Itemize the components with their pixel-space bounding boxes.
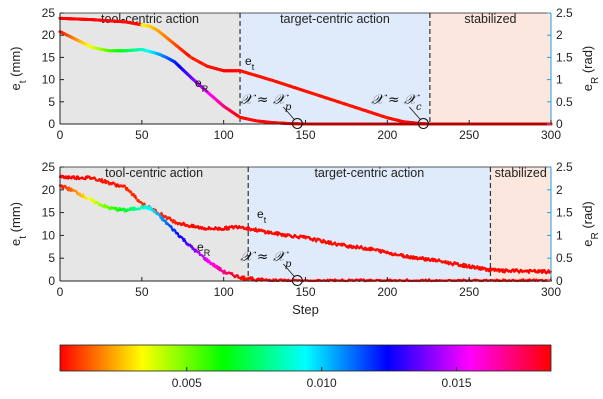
y-axis-label-left: et (mm) bbox=[8, 47, 29, 91]
y-tick-label-left: 20 bbox=[42, 28, 56, 42]
y-tick-label-right: 2.5 bbox=[556, 6, 573, 20]
x-tick-label: 0 bbox=[57, 128, 64, 142]
y-tick-label-right: 1 bbox=[556, 228, 563, 242]
annotation-label: 𝒳 ≈ 𝒳p bbox=[240, 249, 292, 270]
annotation-marker bbox=[291, 275, 303, 286]
annotation-marker bbox=[291, 118, 303, 129]
colorbar-tick-label: 0.015 bbox=[442, 376, 472, 390]
region-band bbox=[240, 13, 430, 124]
annotation-label: 𝒳 ≈ 𝒳p bbox=[240, 92, 292, 113]
y-tick-label-right: 0 bbox=[556, 274, 563, 288]
annotation-marker bbox=[417, 118, 429, 129]
x-tick-label: 50 bbox=[135, 128, 149, 142]
x-tick-label: 200 bbox=[377, 285, 397, 299]
series-label: eR bbox=[197, 240, 211, 258]
x-tick-label: 150 bbox=[295, 128, 315, 142]
series-label: et bbox=[257, 207, 267, 225]
y-tick-label-left: 15 bbox=[42, 50, 56, 64]
y-tick-label-left: 10 bbox=[42, 228, 56, 242]
region-label: tool-centric action bbox=[101, 12, 199, 26]
annotation-label: 𝒳 ≈ 𝒳c bbox=[371, 92, 422, 113]
annotation-leader bbox=[283, 263, 295, 277]
x-tick-label: 100 bbox=[214, 128, 234, 142]
y-axis-label-left: et (mm) bbox=[8, 202, 29, 246]
colorbar-gradient bbox=[59, 344, 552, 372]
annotation-leader bbox=[283, 106, 295, 120]
x-tick-label: 0 bbox=[57, 285, 64, 299]
y-tick-label-left: 25 bbox=[42, 6, 56, 20]
y-tick-label-left: 15 bbox=[42, 206, 56, 220]
y-tick-label-left: 0 bbox=[48, 117, 55, 131]
y-tick-label-right: 1.5 bbox=[556, 206, 573, 220]
colorbar-tick-label: 0.010 bbox=[307, 376, 337, 390]
region-band bbox=[429, 13, 551, 124]
y-axis-label-right: eR (rad) bbox=[580, 46, 601, 92]
y-tick-label-right: 2.5 bbox=[556, 160, 573, 174]
region-band bbox=[60, 167, 249, 281]
annotation-leader bbox=[409, 106, 421, 120]
colorbar: 0.005 0.010 0.015 bbox=[59, 344, 552, 390]
y-tick-label-right: 0 bbox=[556, 117, 563, 131]
chart-panel-top: tool-centric action target-centric action… bbox=[8, 6, 601, 142]
x-tick-label: 250 bbox=[459, 285, 479, 299]
series-label: eR bbox=[195, 76, 209, 94]
x-tick-label: 100 bbox=[214, 285, 234, 299]
x-axis-label: Step bbox=[292, 302, 319, 317]
y-tick-label-left: 10 bbox=[42, 73, 56, 87]
region-label: stabilized bbox=[495, 166, 547, 180]
x-tick-label: 250 bbox=[459, 128, 479, 142]
y-tick-label-left: 0 bbox=[48, 274, 55, 288]
y-tick-label-left: 20 bbox=[42, 183, 56, 197]
y-tick-label-right: 1 bbox=[556, 73, 563, 87]
x-tick-label: 300 bbox=[541, 285, 561, 299]
y-tick-label-left: 5 bbox=[48, 95, 55, 109]
y-axis-label-right: eR (rad) bbox=[580, 201, 601, 247]
y-tick-label-right: 2 bbox=[556, 183, 563, 197]
y-tick-label-right: 1.5 bbox=[556, 50, 573, 64]
y-tick-label-right: 2 bbox=[556, 28, 563, 42]
x-tick-label: 50 bbox=[135, 285, 149, 299]
series-label: et bbox=[245, 54, 255, 72]
y-tick-label-left: 5 bbox=[48, 251, 55, 265]
x-tick-label: 150 bbox=[295, 285, 315, 299]
region-band bbox=[490, 167, 551, 281]
series-e_t bbox=[58, 174, 553, 275]
region-label: target-centric action bbox=[280, 12, 390, 26]
chart-panel-bottom: tool-centric action target-centric action… bbox=[8, 160, 601, 317]
region-label: stabilized bbox=[464, 12, 516, 26]
region-label: tool-centric action bbox=[105, 166, 203, 180]
x-tick-label: 300 bbox=[541, 128, 561, 142]
x-tick-label: 200 bbox=[377, 128, 397, 142]
y-tick-label-right: 0.5 bbox=[556, 95, 573, 109]
y-tick-label-left: 25 bbox=[42, 160, 56, 174]
region-label: target-centric action bbox=[314, 166, 424, 180]
y-tick-label-right: 0.5 bbox=[556, 251, 573, 265]
colorbar-tick-label: 0.005 bbox=[172, 376, 202, 390]
